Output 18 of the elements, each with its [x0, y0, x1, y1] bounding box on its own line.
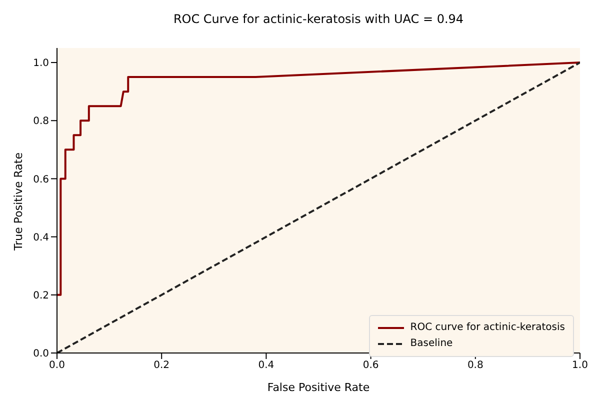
legend-label: Baseline: [410, 337, 453, 351]
y-tick-label: 1.0: [33, 58, 49, 70]
y-tick-label: 0.8: [33, 116, 49, 128]
y-tick-label: 0.2: [33, 290, 49, 302]
x-tick-label: 0.8: [467, 360, 484, 372]
x-tick-label: 0.0: [49, 360, 65, 372]
line-series: [57, 62, 580, 296]
x-tick-label: 0.4: [258, 360, 274, 372]
x-tick-label: 1.0: [572, 360, 588, 372]
y-tick-label: 0.0: [33, 348, 49, 360]
x-tick-label: 0.6: [362, 360, 379, 372]
y-axis-title: True Positive Rate: [12, 152, 25, 252]
chart-title: ROC Curve for actinic-keratosis with UAC = 0.94: [172, 12, 465, 26]
x-axis-title: False Positive Rate: [267, 381, 370, 394]
y-tick-label: 0.4: [33, 232, 49, 244]
legend-label: ROC curve for actinic-keratosis: [410, 321, 565, 335]
x-tick-label: 0.2: [154, 360, 170, 372]
y-tick-label: 0.6: [33, 174, 49, 186]
